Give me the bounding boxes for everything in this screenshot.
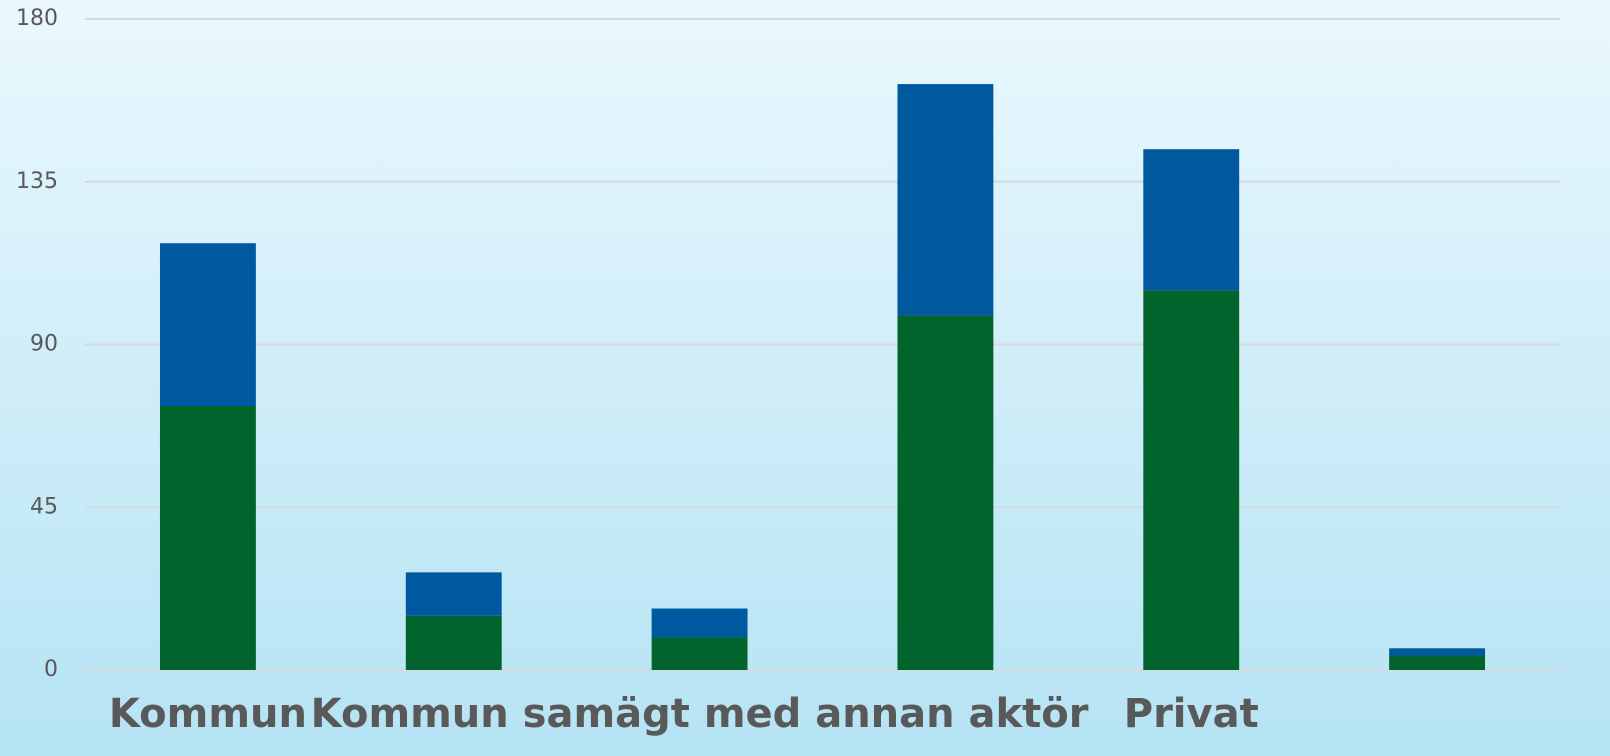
bar-segment xyxy=(405,572,502,616)
bar-segment xyxy=(159,243,256,406)
bar-segment xyxy=(1143,149,1240,291)
bar-segment xyxy=(651,637,748,670)
bar-segment xyxy=(651,608,748,638)
bar-segment xyxy=(1389,648,1486,656)
y-tick-label: 45 xyxy=(30,494,58,519)
y-tick-label: 0 xyxy=(44,657,58,682)
x-tick-label: Kommun xyxy=(109,691,307,737)
bar-segment xyxy=(897,315,994,670)
y-tick-label: 135 xyxy=(16,169,58,194)
bar-segment xyxy=(159,405,256,670)
bar-segment xyxy=(1143,290,1240,670)
bar-segment xyxy=(1389,655,1486,670)
y-tick-label: 180 xyxy=(16,6,58,31)
bar-segment xyxy=(405,615,502,670)
y-tick-label: 90 xyxy=(30,332,58,357)
bar-segment xyxy=(897,84,994,316)
x-tick-label: Kommun samägt med annan aktör xyxy=(311,691,1089,737)
x-tick-label: Privat xyxy=(1124,691,1259,737)
